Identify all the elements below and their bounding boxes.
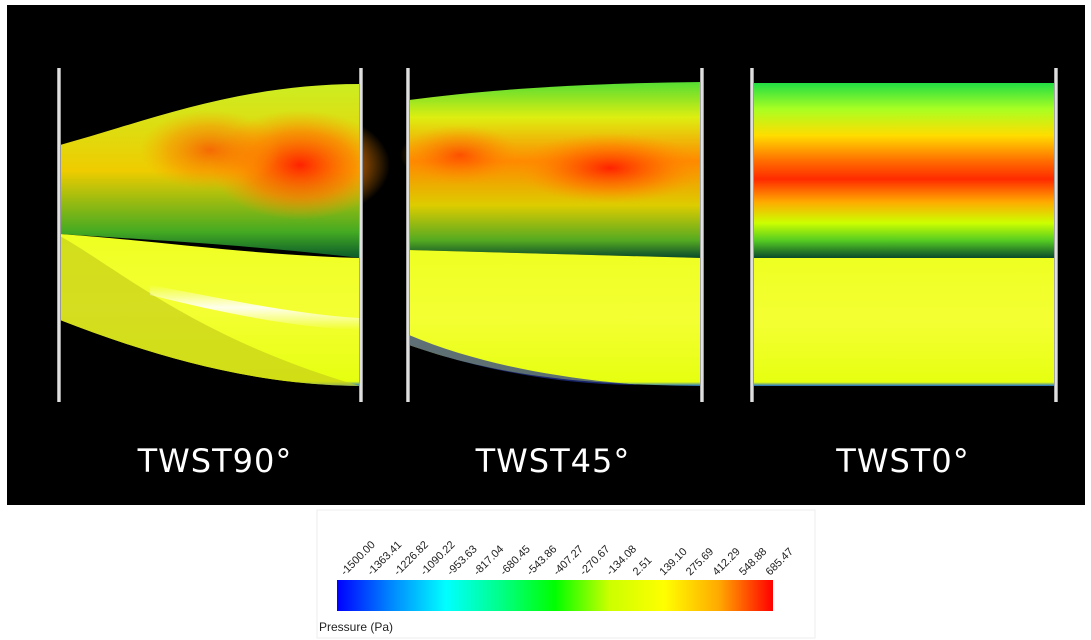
colorbar xyxy=(337,580,773,611)
panel-label: TWST0° xyxy=(835,442,969,480)
panel-3 xyxy=(750,68,1058,402)
colorbar-box xyxy=(316,509,816,639)
colorbar-title: Pressure (Pa) xyxy=(319,620,393,634)
panel-label: TWST45° xyxy=(475,442,631,480)
panel-1 xyxy=(57,68,390,402)
panel-label: TWST90° xyxy=(137,442,293,480)
panel-2 xyxy=(400,68,705,402)
